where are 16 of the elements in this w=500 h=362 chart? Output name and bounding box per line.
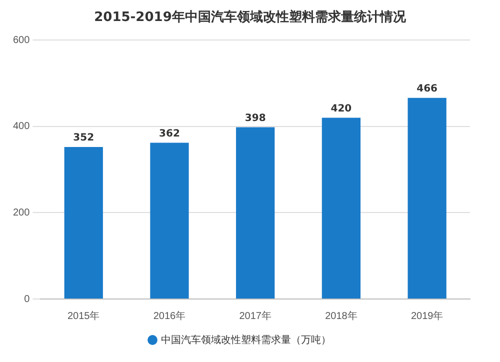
data-label: 362 xyxy=(159,128,180,140)
legend-label: 中国汽车领域改性塑料需求量（万吨） xyxy=(161,334,331,346)
chart-title: 2015-2019年中国汽车领域改性塑料需求量统计情况 xyxy=(93,8,407,26)
x-tick-label: 2016年 xyxy=(153,310,186,322)
y-tick-label: 600 xyxy=(12,34,30,46)
x-tick-label: 2019年 xyxy=(410,310,444,322)
data-label: 352 xyxy=(73,132,94,144)
data-label: 398 xyxy=(244,112,266,124)
x-tick-label: 2018年 xyxy=(325,310,358,322)
x-tick-label: 2017年 xyxy=(239,310,272,322)
data-label: 420 xyxy=(330,103,352,114)
x-tick-label: 2015年 xyxy=(67,310,100,322)
y-tick-label: 0 xyxy=(24,294,30,305)
y-tick-label: 200 xyxy=(12,207,30,218)
data-label: 466 xyxy=(416,83,438,94)
y-tick-label: 400 xyxy=(12,121,30,132)
